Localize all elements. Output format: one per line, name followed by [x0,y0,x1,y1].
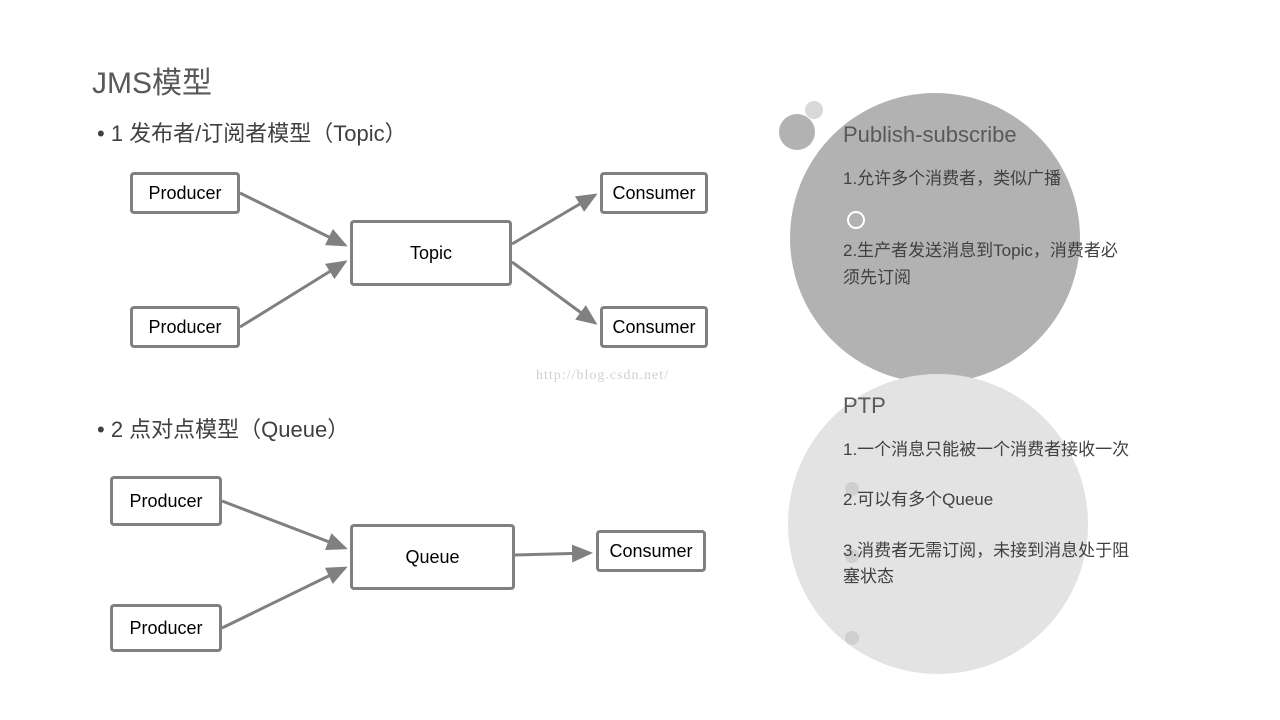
node-queue: Queue [350,524,515,590]
side-ptp-item-3: 3.消费者无需订阅，未接到消息处于阻塞状态 [843,538,1133,591]
side-pubsub-item-2: 2.生产者发送消息到Topic，消费者必须先订阅 [843,238,1133,291]
bullet-queue: 2 点对点模型（Queue） [97,412,349,444]
node-producer-1: Producer [130,172,240,214]
side-pubsub-title: Publish-subscribe [843,122,1133,148]
page-title: JMS模型 [92,58,212,102]
node-consumer-1: Consumer [600,172,708,214]
watermark: http://blog.csdn.net/ [536,368,669,384]
node-consumer-3: Consumer [596,530,706,572]
node-consumer-2: Consumer [600,306,708,348]
node-producer-3: Producer [110,476,222,526]
side-pubsub: Publish-subscribe 1.允许多个消费者，类似广播 2.生产者发送… [843,122,1133,315]
side-pubsub-item-1: 1.允许多个消费者，类似广播 [843,166,1133,192]
circle-dot-1 [779,114,815,150]
circle-dot-4 [845,631,859,645]
circle-dot-1b [805,101,823,119]
side-ptp-title: PTP [843,393,1133,419]
side-ptp: PTP 1.一个消息只能被一个消费者接收一次 2.可以有多个Queue 3.消费… [843,393,1133,614]
node-producer-4: Producer [110,604,222,652]
bullet-topic: 1 发布者/订阅者模型（Topic） [97,116,407,148]
side-ptp-item-2: 2.可以有多个Queue [843,487,1133,513]
side-ptp-item-1: 1.一个消息只能被一个消费者接收一次 [843,437,1133,463]
node-topic: Topic [350,220,512,286]
node-producer-2: Producer [130,306,240,348]
